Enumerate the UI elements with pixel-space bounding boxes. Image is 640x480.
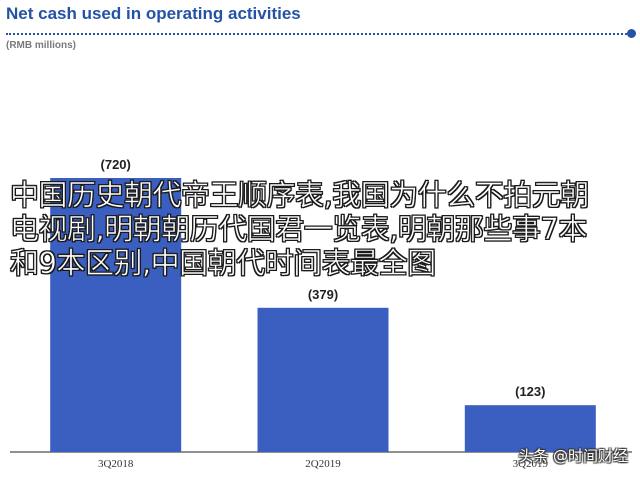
bar-3Q2019: [464, 405, 596, 452]
chart-title: Net cash used in operating activities: [6, 4, 301, 23]
watermark: 头条 @时间财经: [518, 447, 628, 465]
data-label-2Q2019: (379): [308, 287, 338, 302]
unit-label: (RMB millions): [6, 40, 76, 51]
data-label-3Q2018: (720): [101, 157, 131, 172]
x-tick-label-3Q2018: 3Q2018: [98, 458, 134, 470]
x-tick-label-2Q2019: 2Q2019: [305, 458, 341, 470]
title-divider-dot: [627, 29, 636, 38]
overlay-caption: 中国历史朝代帝王顺序表,我国为什么不拍元朝电视剧,明朝朝历代国君一览表,明朝那些…: [10, 178, 590, 281]
bar-2Q2019: [257, 307, 389, 452]
title-divider: [6, 33, 634, 35]
data-label-3Q2019: (123): [515, 384, 545, 399]
bar-3Q2018: [50, 178, 182, 452]
x-tick-label-3Q2019: 3Q2019: [513, 458, 549, 470]
